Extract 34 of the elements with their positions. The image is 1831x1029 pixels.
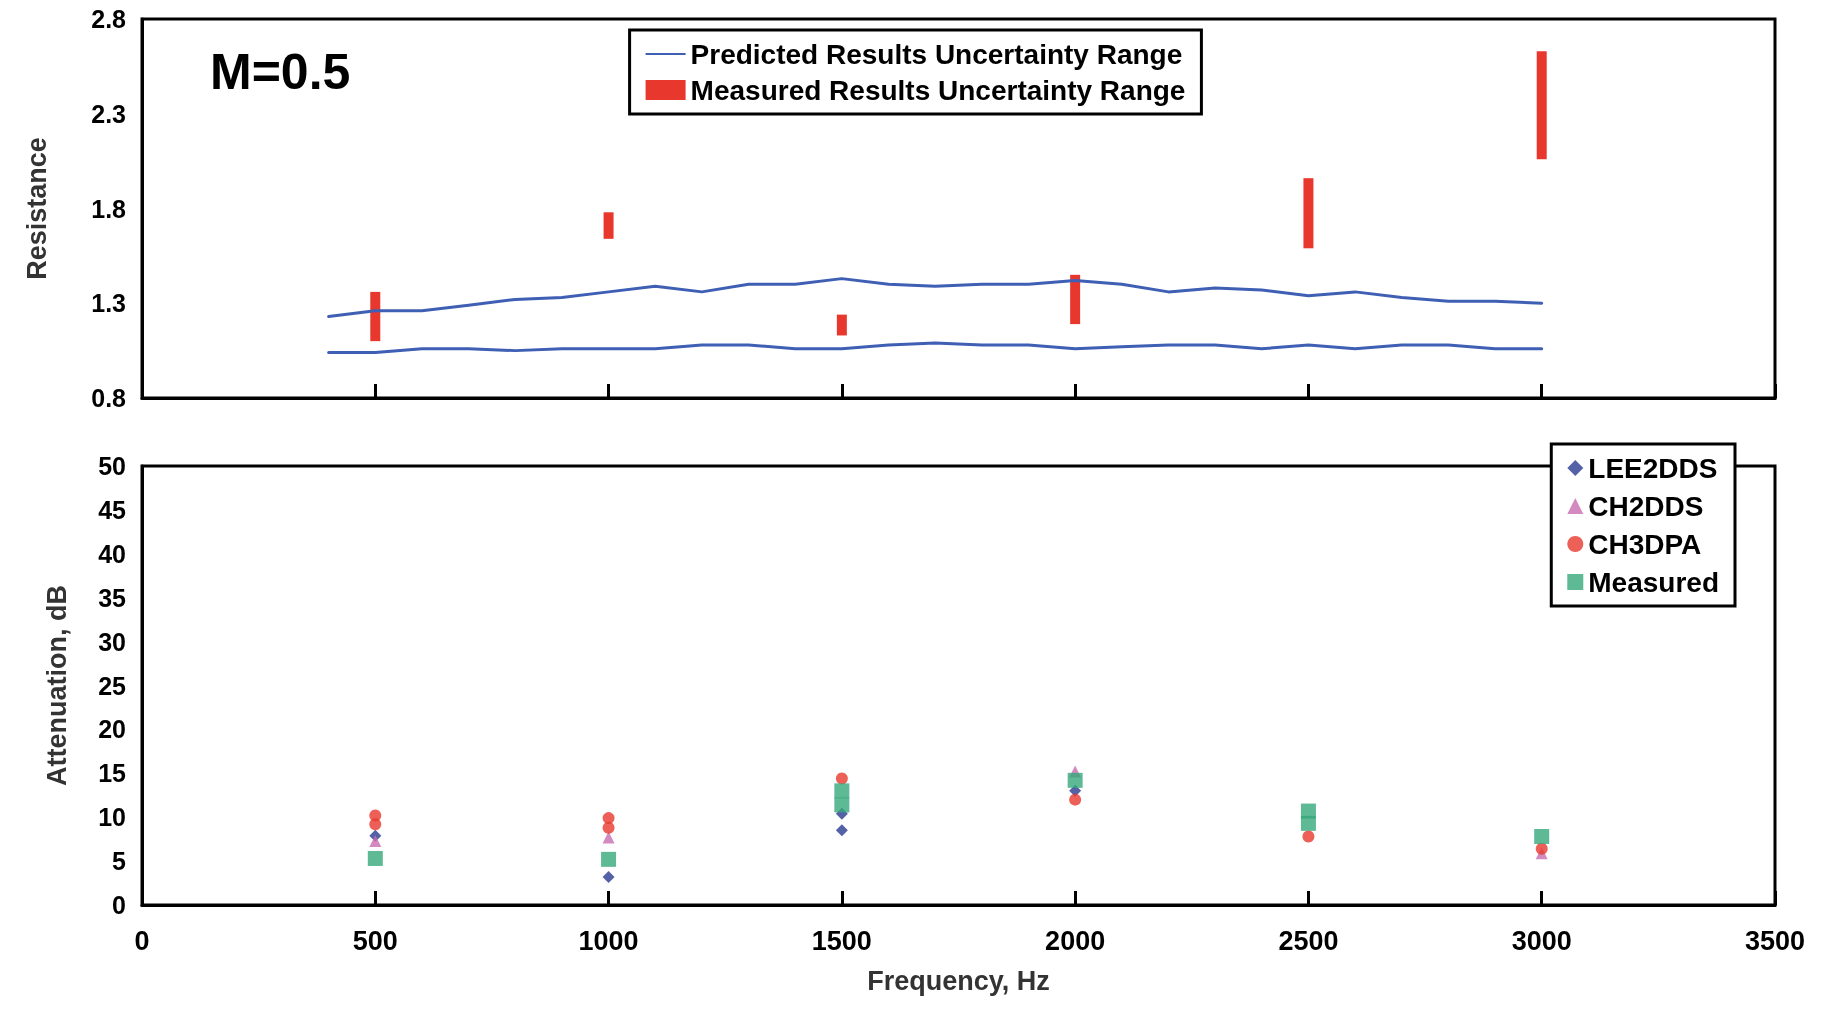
- legend-label: CH3DPA: [1588, 528, 1702, 560]
- x-tick-label: 2000: [1045, 925, 1106, 956]
- x-tick-label: 0: [134, 925, 150, 956]
- x-tick-label: 3500: [1744, 925, 1806, 956]
- y-tick-label: 2.8: [91, 5, 127, 33]
- y-tick-label: 30: [98, 627, 126, 656]
- y-tick-label: 50: [98, 452, 126, 480]
- y-tick-label: 45: [98, 495, 127, 524]
- legend-label: LEE2DDS: [1588, 452, 1718, 484]
- y-tick-label: 40: [98, 539, 126, 568]
- legend-label: Measured: [1588, 566, 1719, 598]
- annotation: M=0.5: [210, 44, 351, 100]
- y-tick-label: 0.8: [91, 384, 127, 412]
- legend-label: Predicted Results Uncertainty Range: [690, 38, 1183, 70]
- legend-label: Measured Results Uncertainty Range: [690, 74, 1186, 106]
- x-tick-label: 1000: [578, 925, 639, 956]
- legend-label: CH2DDS: [1588, 490, 1704, 522]
- y-axis-title: Resistance: [21, 137, 52, 280]
- y-axis-title: Attenuation, dB: [41, 585, 72, 786]
- y-tick-label: 25: [98, 671, 127, 700]
- y-tick-label: 10: [98, 803, 126, 832]
- y-tick-label: 5: [112, 847, 127, 876]
- x-tick-label: 3000: [1511, 925, 1572, 956]
- y-tick-label: 0: [112, 891, 126, 919]
- y-tick-label: 1.8: [91, 194, 127, 223]
- x-tick-label: 500: [352, 925, 398, 956]
- x-axis-title: Frequency, Hz: [867, 965, 1050, 996]
- y-tick-label: 1.3: [91, 289, 126, 318]
- x-tick-label: 1500: [811, 925, 872, 956]
- y-tick-label: 15: [98, 759, 127, 788]
- y-tick-label: 20: [98, 715, 126, 744]
- x-tick-label: 2500: [1278, 925, 1339, 956]
- y-tick-label: 2.3: [91, 99, 126, 128]
- y-tick-label: 35: [98, 583, 127, 612]
